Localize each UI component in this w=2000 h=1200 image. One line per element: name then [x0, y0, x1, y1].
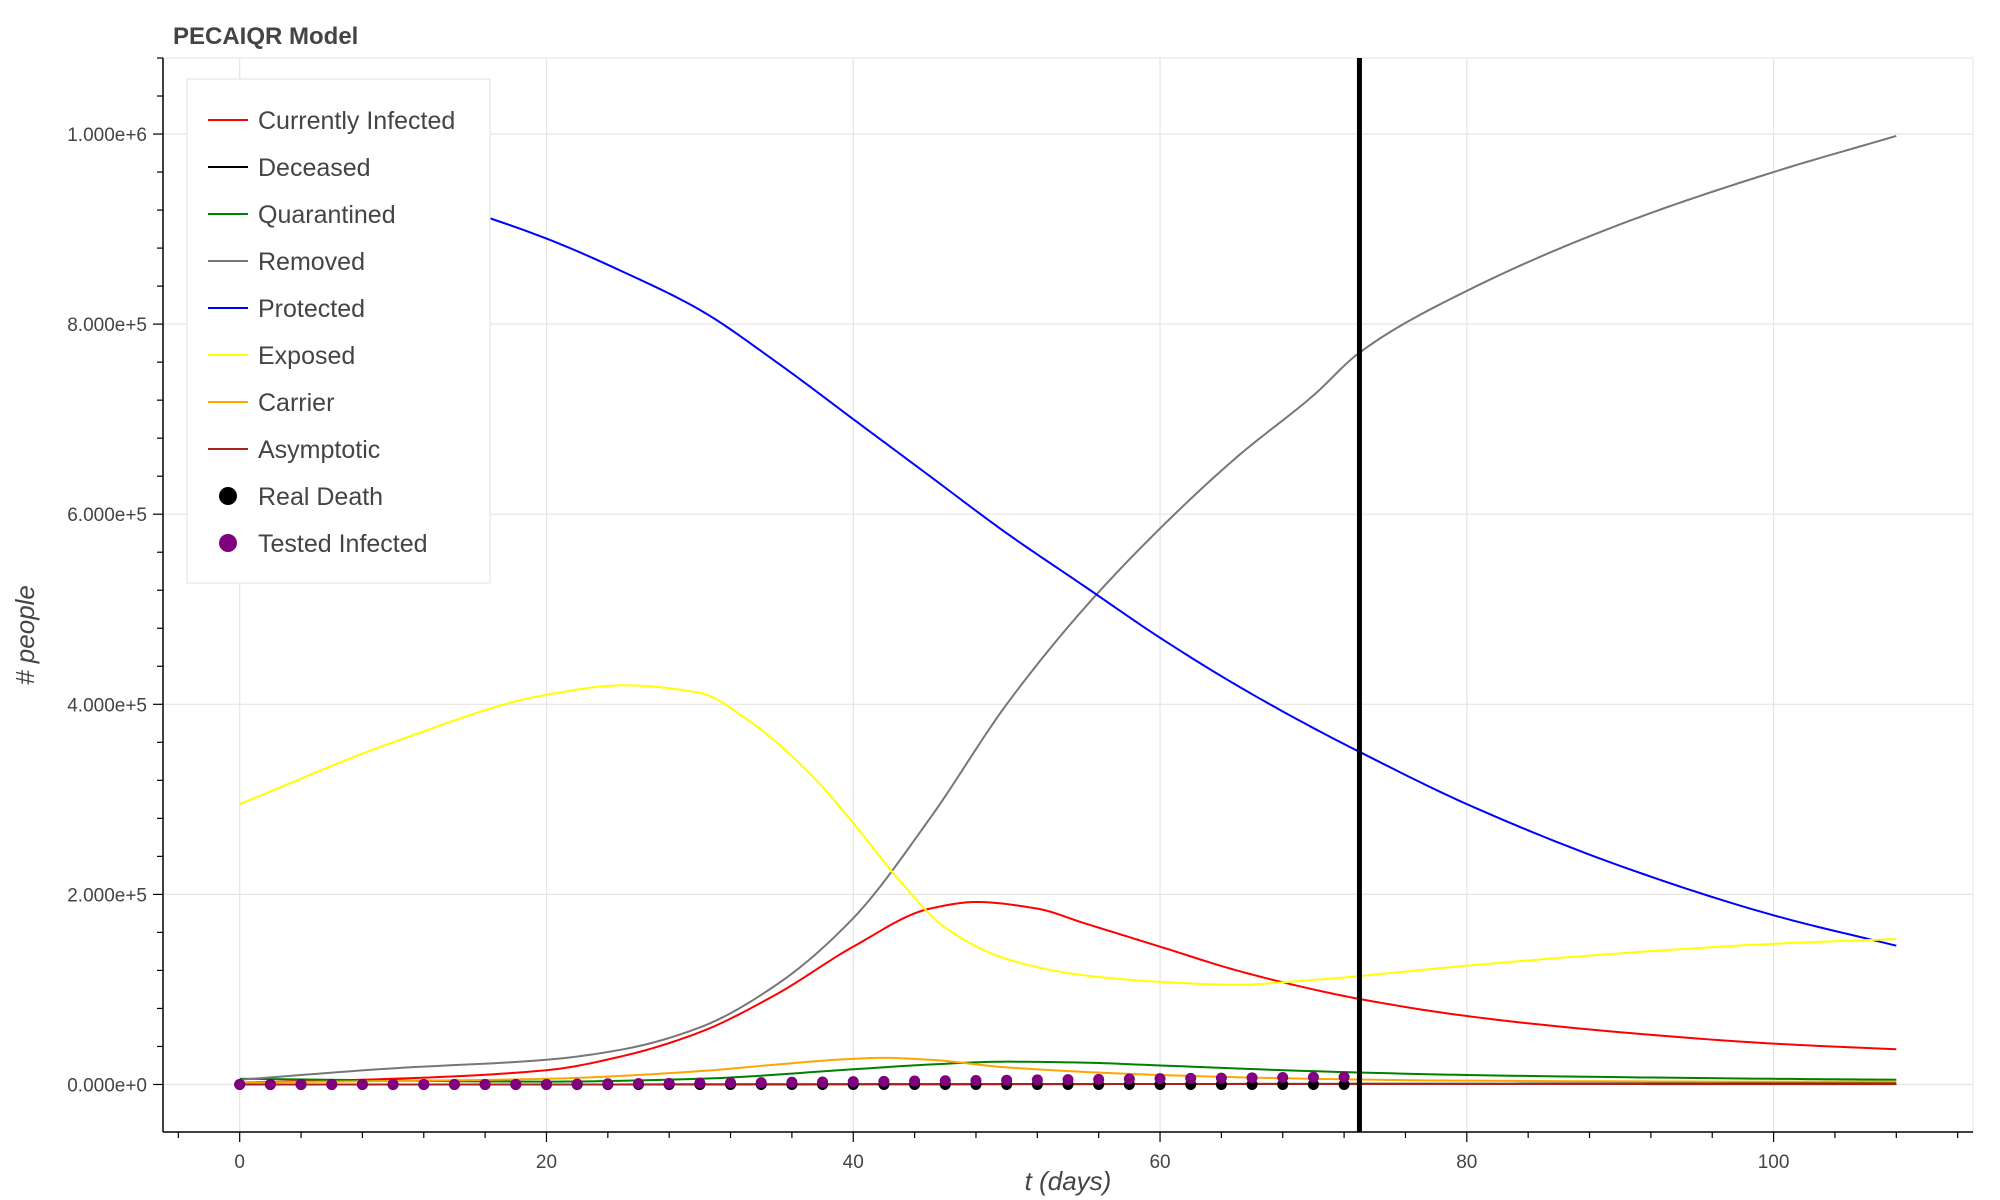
- y-tick-label: 8.000e+5: [67, 315, 147, 336]
- scatter-point-tested-infected: [847, 1076, 859, 1088]
- x-tick-label: 80: [1456, 1152, 1477, 1173]
- scatter-point-tested-infected: [479, 1078, 491, 1090]
- scatter-point-tested-infected: [725, 1077, 737, 1089]
- legend-label-exposed: Exposed: [258, 342, 355, 370]
- scatter-point-tested-infected: [1093, 1073, 1105, 1085]
- scatter-point-tested-infected: [418, 1078, 430, 1090]
- chart-title: PECAIQR Model: [173, 23, 358, 50]
- y-tick-label: 0.000e+0: [67, 1075, 147, 1096]
- legend-label-currently-infected: Currently Infected: [258, 107, 455, 135]
- scatter-point-tested-infected: [663, 1077, 675, 1089]
- scatter-point-tested-infected: [1338, 1071, 1350, 1083]
- scatter-point-tested-infected: [694, 1077, 706, 1089]
- scatter-point-tested-infected: [295, 1078, 307, 1090]
- scatter-point-tested-infected: [1215, 1072, 1227, 1084]
- scatter-point-tested-infected: [970, 1074, 982, 1086]
- legend-label-real-death: Real Death: [258, 483, 383, 511]
- series-line-carrier: [239, 1056, 1897, 1084]
- scatter-point-tested-infected: [387, 1078, 399, 1090]
- series-line-removed: [239, 134, 1897, 1081]
- y-tick-label: 4.000e+5: [67, 695, 147, 716]
- scatter-point-tested-infected: [1154, 1073, 1166, 1085]
- scatter-point-tested-infected: [448, 1078, 460, 1090]
- x-tick-label: 100: [1758, 1152, 1790, 1173]
- scatter-point-tested-infected: [1031, 1074, 1043, 1086]
- legend[interactable]: Currently Infected Deceased Quarantined Rem…: [186, 78, 491, 584]
- legend-label-tested-infected: Tested Infected: [258, 530, 428, 558]
- y-tick-label: 1.000e+6: [67, 125, 147, 146]
- series-line-quarantined: [239, 1060, 1897, 1083]
- y-tick-label: 2.000e+5: [67, 885, 147, 906]
- x-tick-label: 60: [1149, 1152, 1170, 1173]
- scatter-point-tested-infected: [817, 1076, 829, 1088]
- scatter-point-tested-infected: [540, 1078, 552, 1090]
- x-tick-label: 40: [843, 1152, 864, 1173]
- legend-swatch-tested-infected: [219, 534, 237, 552]
- legend-label-carrier: Carrier: [258, 389, 334, 417]
- scatter-points: [234, 1071, 1350, 1090]
- series-line-exposed: [239, 684, 1897, 986]
- series-line-currently-infected: [239, 900, 1897, 1084]
- legend-label-removed: Removed: [258, 248, 365, 276]
- scatter-point-tested-infected: [909, 1075, 921, 1087]
- legend-label-deceased: Deceased: [258, 154, 371, 182]
- scatter-point-tested-infected: [326, 1078, 338, 1090]
- scatter-point-tested-infected: [878, 1075, 890, 1087]
- scatter-point-tested-infected: [1001, 1074, 1013, 1086]
- x-tick-label: 20: [536, 1152, 557, 1173]
- scatter-point-tested-infected: [234, 1078, 246, 1090]
- series-line-protected: [239, 133, 1897, 947]
- scatter-point-tested-infected: [571, 1078, 583, 1090]
- axes: 0 20 40 60 80 100 0.000e+0 2.000e+5 4.000e+5 6.00…: [67, 57, 1973, 1173]
- y-tick-label: 6.000e+5: [67, 505, 147, 526]
- scatter-point-tested-infected: [602, 1078, 614, 1090]
- scatter-point-tested-infected: [755, 1077, 767, 1089]
- legend-box: [186, 78, 491, 584]
- scatter-point-tested-infected: [939, 1075, 951, 1087]
- legend-label-quarantined: Quarantined: [258, 201, 396, 229]
- scatter-point-tested-infected: [1246, 1072, 1258, 1084]
- scatter-point-tested-infected: [1307, 1071, 1319, 1083]
- x-axis-label: t (days): [1025, 1166, 1112, 1196]
- legend-swatch-real-death: [219, 487, 237, 505]
- y-axis-label: # people: [10, 585, 40, 685]
- scatter-point-tested-infected: [1185, 1072, 1197, 1084]
- x-tick-label: 0: [234, 1152, 245, 1173]
- scatter-point-tested-infected: [510, 1078, 522, 1090]
- scatter-point-tested-infected: [356, 1078, 368, 1090]
- scatter-point-tested-infected: [1277, 1072, 1289, 1084]
- scatter-point-tested-infected: [633, 1078, 645, 1090]
- scatter-point-tested-infected: [264, 1078, 276, 1090]
- scatter-point-tested-infected: [1062, 1074, 1074, 1086]
- legend-label-protected: Protected: [258, 295, 365, 323]
- legend-label-asymptotic: Asymptotic: [258, 436, 380, 464]
- scatter-point-tested-infected: [786, 1076, 798, 1088]
- scatter-point-tested-infected: [1123, 1073, 1135, 1085]
